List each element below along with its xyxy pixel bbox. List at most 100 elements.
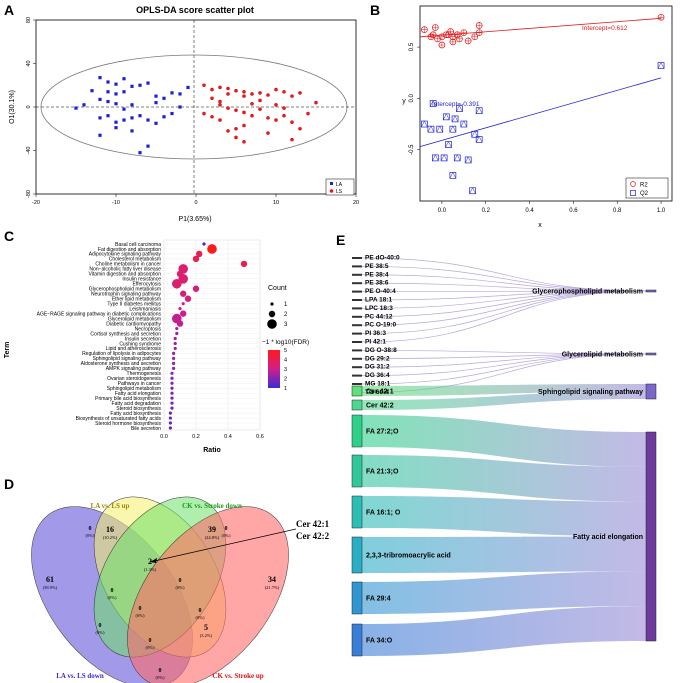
point-ls xyxy=(210,96,214,101)
x-tick-label: 0.6 xyxy=(256,434,264,440)
point-r2 xyxy=(464,37,472,45)
term-label: Cholesterol metabolism xyxy=(109,257,161,263)
set-label-la-ls-down: LA vs. LS down xyxy=(56,672,104,680)
point-q2 xyxy=(427,125,435,133)
point-ls xyxy=(218,118,222,122)
point-q2 xyxy=(469,187,476,195)
sankey-left-node: LPA 18:1 xyxy=(352,297,392,304)
point-r2 xyxy=(471,33,479,41)
term-point xyxy=(170,401,174,405)
venn-ellipse-ck-stroke-up xyxy=(127,506,289,683)
point-q2 xyxy=(449,125,457,133)
point-la xyxy=(138,151,142,155)
term-point xyxy=(170,381,174,385)
point-la xyxy=(122,77,126,81)
sankey-right-node: Sphingolipid signaling pathway xyxy=(538,383,657,400)
term-point xyxy=(240,260,248,268)
point-ls xyxy=(290,94,294,98)
term-label: Glycerolipid metabolism xyxy=(108,316,161,322)
point-la xyxy=(162,96,166,100)
point-q2 xyxy=(431,154,439,162)
x-tick-label: 0.4 xyxy=(525,208,534,214)
point-ls xyxy=(274,118,278,122)
point-la xyxy=(122,90,126,94)
term-label: Aldosterone synthesis and secretion xyxy=(81,361,162,367)
point-la xyxy=(130,116,134,120)
region-percent: (21.7%) xyxy=(265,585,280,590)
point-ls xyxy=(274,103,278,107)
size-legend-dot xyxy=(267,319,277,329)
term-point xyxy=(173,346,177,351)
point-ls xyxy=(266,131,270,135)
sankey-left-label: PC 44:12 xyxy=(365,313,393,320)
x-tick-label: 0 xyxy=(194,200,197,206)
sankey-left-node: DG 29:2 xyxy=(352,355,390,362)
region-percent: (0%) xyxy=(136,613,145,618)
point-ls xyxy=(226,106,230,110)
point-r2 xyxy=(431,24,439,31)
term-point xyxy=(172,356,176,360)
point-la xyxy=(114,120,118,124)
point-q2 xyxy=(475,136,483,143)
y-axis-label: y xyxy=(402,98,406,105)
term-label: Lipid and atherosclerosis xyxy=(106,346,162,352)
y-axis-label: O1(30.1%) xyxy=(9,90,16,124)
point-ls xyxy=(258,91,262,95)
point-q2 xyxy=(421,120,428,128)
term-label: Cortisol synthesis and secretion xyxy=(90,331,161,337)
sankey-left-label: PE 38:4 xyxy=(365,271,389,278)
sankey-link xyxy=(361,353,647,385)
sankey-link xyxy=(361,290,647,292)
point-ls xyxy=(298,126,302,131)
region-percent: (0%) xyxy=(146,645,155,650)
term-label: Non−alcoholic fatty liver disease xyxy=(89,267,161,273)
point-q2 xyxy=(449,171,457,179)
x-tick-label: 20 xyxy=(353,200,359,206)
set-label-la-ls-up: LA vs. LS up xyxy=(91,502,130,510)
size-legend-label: 3 xyxy=(284,322,288,328)
annotation-cer-42-1: Cer 42:1 xyxy=(296,519,330,529)
panel-letter-d: D xyxy=(4,476,15,492)
region-percent: (0%) xyxy=(108,595,117,600)
term-point xyxy=(172,361,176,365)
term-label: Vitamin digestion and absorption xyxy=(89,272,162,278)
region-percent: (24.8%) xyxy=(205,535,220,540)
point-la xyxy=(162,115,166,119)
term-label: AMPK signaling pathway xyxy=(106,366,162,372)
y-tick-label: 0 xyxy=(26,105,32,108)
sankey-link xyxy=(361,353,647,368)
point-r2 xyxy=(475,29,483,37)
point-q2 xyxy=(475,107,483,115)
point-la xyxy=(138,114,142,118)
region-percent: (38.9%) xyxy=(43,585,58,590)
point-ls xyxy=(250,101,254,106)
legend-swatch-ls xyxy=(329,189,334,193)
term-label: Choline metabolism in cancer xyxy=(95,262,161,268)
legend-label-q2: Q2 xyxy=(640,191,649,197)
sankey-right-label: Fatty acid elongation xyxy=(573,534,643,541)
sankey-left-label: PI 36:3 xyxy=(365,330,386,337)
term-label: Neurotrophin signaling pathway xyxy=(91,292,162,298)
point-la xyxy=(170,91,174,95)
point-la xyxy=(98,76,102,80)
sankey-right-node: Fatty acid elongation xyxy=(573,431,657,642)
panel-letter-b: B xyxy=(370,2,381,18)
region-count: 0 xyxy=(111,588,114,594)
x-tick-label: 0.4 xyxy=(224,434,232,440)
region-count: 16 xyxy=(106,525,114,534)
term-point xyxy=(172,278,182,289)
point-r2 xyxy=(449,38,457,46)
term-point xyxy=(202,242,206,246)
legend-label-la: LA xyxy=(336,182,343,188)
term-point xyxy=(168,426,172,430)
sankey-left-label: DG 36:4 xyxy=(365,372,390,379)
legend-swatch-r2 xyxy=(630,181,636,187)
term-label: AGE−RAGE signaling pathway in diabetic c… xyxy=(37,311,162,317)
point-la xyxy=(106,90,110,94)
sankey-left-node: PC 44:12 xyxy=(352,313,393,320)
region-count: 0 xyxy=(179,578,182,584)
sankey-left-label: LPC 18:3 xyxy=(365,305,393,312)
term-label: Ovarian steroidogenesis xyxy=(107,376,161,382)
point-la xyxy=(130,84,134,88)
sankey-left-node: Cer 42:2 xyxy=(351,399,394,411)
